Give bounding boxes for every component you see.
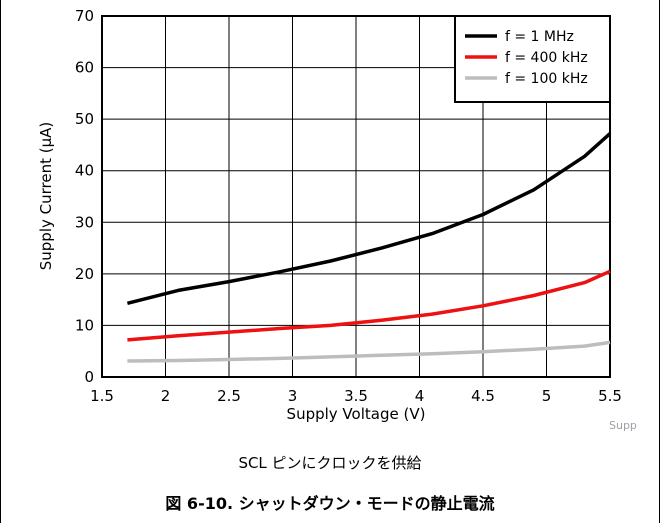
x-tick-label: 5 [542,387,552,405]
y-tick-label: 10 [75,316,94,334]
plot-area-border [101,15,611,378]
legend: f = 1 MHz f = 400 kHz f = 100 kHz [454,15,611,103]
series-line [127,269,611,342]
y-tick-label: 70 [75,7,94,25]
x-tick-label: 3 [288,387,298,405]
x-tick-label: 5.5 [598,387,622,405]
figure-subcaption: SCL ピンにクロックを供給 [238,454,422,472]
y-tick-label: 30 [75,213,94,231]
y-tick-label: 60 [75,59,94,77]
x-tick-label: 4.5 [471,387,495,405]
y-tick-label: 50 [75,110,94,128]
x-tick-label: 2.5 [217,387,241,405]
legend-label: f = 400 kHz [505,50,588,66]
x-tick-labels: 1.5 2 2.5 3 3.5 4 4.5 5 5.5 [90,387,622,405]
x-tick-label: 2 [161,387,171,405]
x-tick-label: 4 [415,387,425,405]
y-axis-label: Supply Current (µA) [37,122,55,271]
series-line [127,340,611,363]
series-lines [126,132,612,363]
legend-box [454,15,611,103]
legend-label: f = 100 kHz [505,71,588,87]
y-tick-label: 40 [75,162,94,180]
x-axis-label: Supply Voltage (V) [287,405,426,423]
x-tick-label: 3.5 [344,387,368,405]
watermark-text: Supp [609,419,637,432]
line-chart: 1.5 2 2.5 3 3.5 4 4.5 5 5.5 0 10 20 30 40 50 60 70 Supp… [37,7,622,423]
series-line [126,132,612,305]
y-tick-label: 0 [84,368,94,386]
y-tick-labels: 0 10 20 30 40 50 60 70 [75,7,94,386]
x-tick-label: 1.5 [90,387,114,405]
legend-label: f = 1 MHz [505,29,574,45]
figure-caption: 図 6-10. シャットダウン・モードの静止電流 [165,494,495,513]
y-tick-label: 20 [75,265,94,283]
